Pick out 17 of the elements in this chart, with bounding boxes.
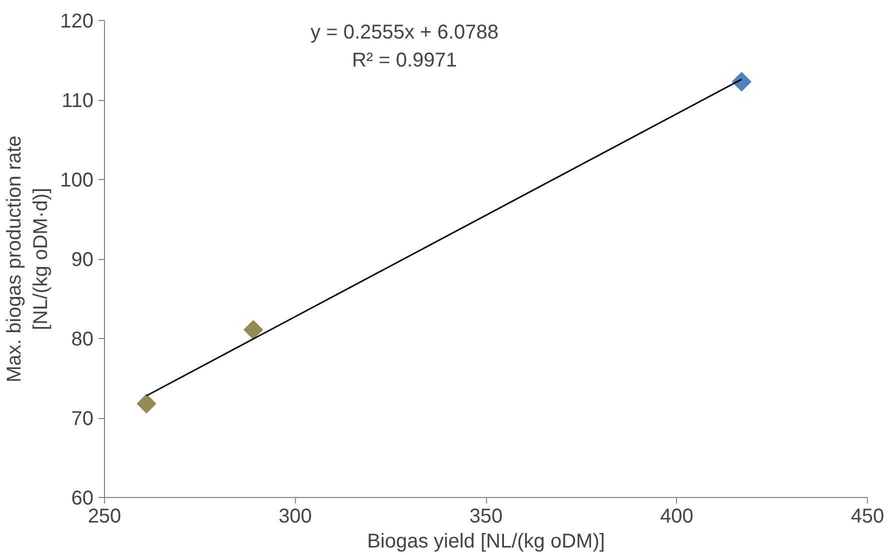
point: [136, 394, 156, 414]
y-tick-label: 80: [71, 328, 94, 350]
x-axis-title: Biogas yield [NL/(kg oDM)]: [367, 530, 605, 552]
x-tick-label: 300: [278, 506, 312, 528]
y-axis-title: Max. biogas production rate [NL/(kg oDM·d)]: [4, 136, 52, 382]
x-tick-label: 450: [850, 506, 884, 528]
x-tick-label: 350: [469, 506, 503, 528]
annotation: y = 0.2555x + 6.0788: [310, 22, 498, 44]
x-tick-label: 400: [660, 506, 694, 528]
annotation: R² = 0.9971: [352, 50, 458, 72]
point: [244, 320, 263, 340]
y-tick-label: 110: [62, 90, 94, 112]
y-tick-label: 120: [60, 10, 94, 32]
y-tick-label: 90: [71, 249, 94, 271]
y-tick-label: 100: [60, 170, 94, 192]
y-tick-label: 70: [71, 408, 94, 430]
point: [732, 72, 752, 92]
